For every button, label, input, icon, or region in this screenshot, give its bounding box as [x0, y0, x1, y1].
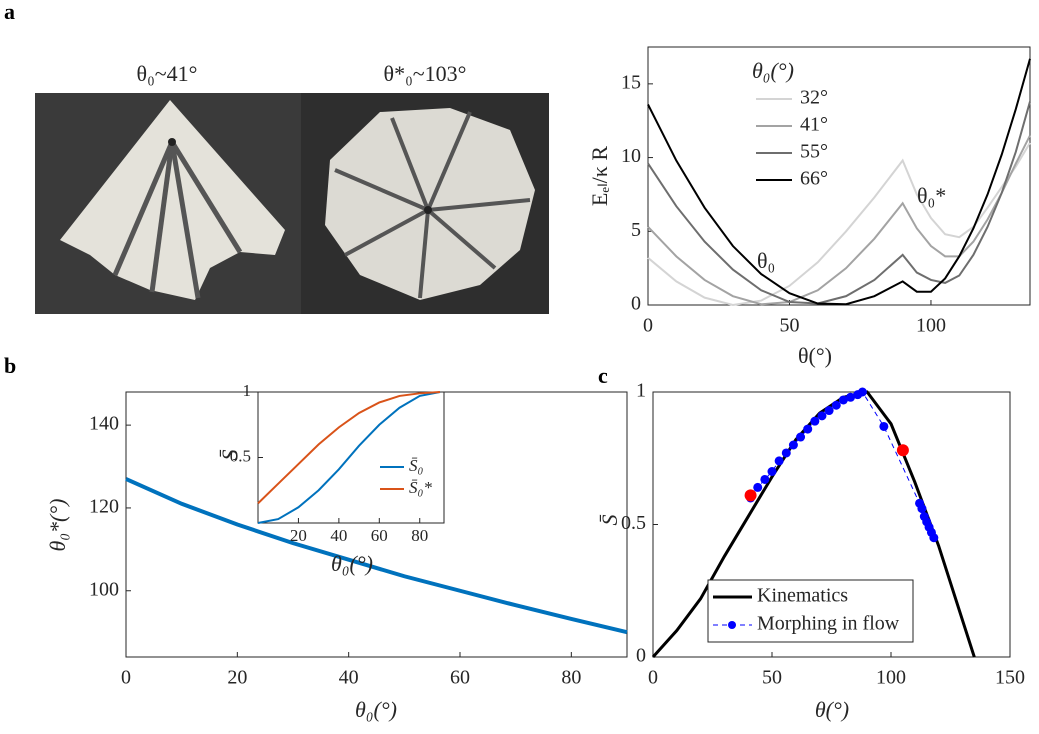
legend-marker	[728, 621, 736, 629]
data-point	[810, 417, 819, 426]
data-point	[917, 504, 926, 513]
annotation: θ₀*	[917, 183, 946, 208]
data-point	[753, 483, 762, 492]
data-point	[745, 489, 757, 501]
data-point	[768, 467, 777, 476]
y-axis-label: S̄	[597, 514, 622, 525]
y-tick-label: 140	[89, 413, 119, 435]
y-axis-label: S̄	[217, 449, 242, 460]
x-tick-label: 0	[643, 315, 653, 337]
x-tick-label: 50	[762, 667, 782, 689]
data-point	[760, 475, 769, 484]
legend-label: Morphing in flow	[757, 613, 900, 635]
legend-label: 41°	[800, 114, 828, 136]
y-tick-label: 120	[89, 496, 119, 518]
data-point	[789, 441, 798, 450]
data-point	[832, 401, 841, 410]
photo-right	[301, 93, 549, 314]
y-tick-label: 10	[621, 145, 641, 167]
annotation: θ₀	[757, 248, 775, 273]
y-axis-label: θ₀*(°)	[45, 499, 70, 552]
y-tick-label: 15	[621, 71, 641, 93]
figure: a b c θ₀~41° θ*₀~103° 050100051015Eₑₗ/κ …	[0, 0, 1039, 734]
photo-caption: θ*₀~103°	[384, 61, 467, 86]
legend-label: 55°	[800, 141, 828, 163]
data-point	[775, 456, 784, 465]
y-tick-label: 0	[636, 645, 646, 667]
plot-frame	[648, 47, 1030, 305]
legend-title: θ₀(°)	[752, 58, 794, 83]
x-tick-label: 100	[876, 667, 906, 689]
legend-label: Kinematics	[757, 585, 848, 607]
y-tick-label: 1	[636, 380, 646, 402]
y-tick-label: 0.5	[621, 512, 646, 534]
y-tick-label: 5	[631, 219, 641, 241]
x-tick-label: 40	[339, 667, 359, 689]
legend-label: S̄₀	[409, 456, 424, 475]
x-tick-label: 50	[779, 315, 799, 337]
x-tick-label: 60	[371, 526, 388, 545]
x-axis-label: θ₀(°)	[355, 697, 397, 722]
x-axis-label: θ₀(°)	[331, 551, 373, 576]
x-tick-label: 20	[227, 667, 247, 689]
legend-label: 66°	[800, 168, 828, 190]
x-tick-label: 20	[290, 526, 307, 545]
data-point	[803, 425, 812, 434]
x-tick-label: 100	[916, 315, 946, 337]
photo-caption: θ₀~41°	[137, 61, 198, 86]
x-axis-label: θ(°)	[798, 343, 832, 368]
data-point	[897, 444, 909, 456]
y-tick-label: 100	[89, 578, 119, 600]
panel-label: a	[4, 0, 15, 24]
x-axis-label: θ(°)	[815, 697, 849, 722]
data-point	[817, 411, 826, 420]
y-tick-label: 1	[243, 381, 252, 400]
x-tick-label: 40	[330, 526, 347, 545]
x-tick-label: 80	[561, 667, 581, 689]
data-point	[858, 388, 867, 397]
series-line	[648, 135, 1030, 304]
series-line	[648, 59, 1030, 304]
y-tick-label: 0	[631, 293, 641, 315]
x-tick-label: 80	[411, 526, 428, 545]
x-tick-label: 150	[995, 667, 1025, 689]
data-point	[796, 433, 805, 442]
y-axis-label: Eₑₗ/κ R	[587, 146, 612, 206]
x-tick-label: 60	[450, 667, 470, 689]
legend-label: 32°	[800, 87, 828, 109]
x-tick-label: 0	[121, 667, 131, 689]
data-point	[825, 406, 834, 415]
panel-label: b	[4, 353, 16, 378]
data-point	[782, 448, 791, 457]
x-tick-label: 0	[648, 667, 658, 689]
photo-left	[35, 93, 301, 314]
data-point	[929, 533, 938, 542]
panel-label: c	[598, 363, 608, 388]
data-point	[879, 422, 888, 431]
legend-label: S̄₀*	[409, 478, 432, 497]
